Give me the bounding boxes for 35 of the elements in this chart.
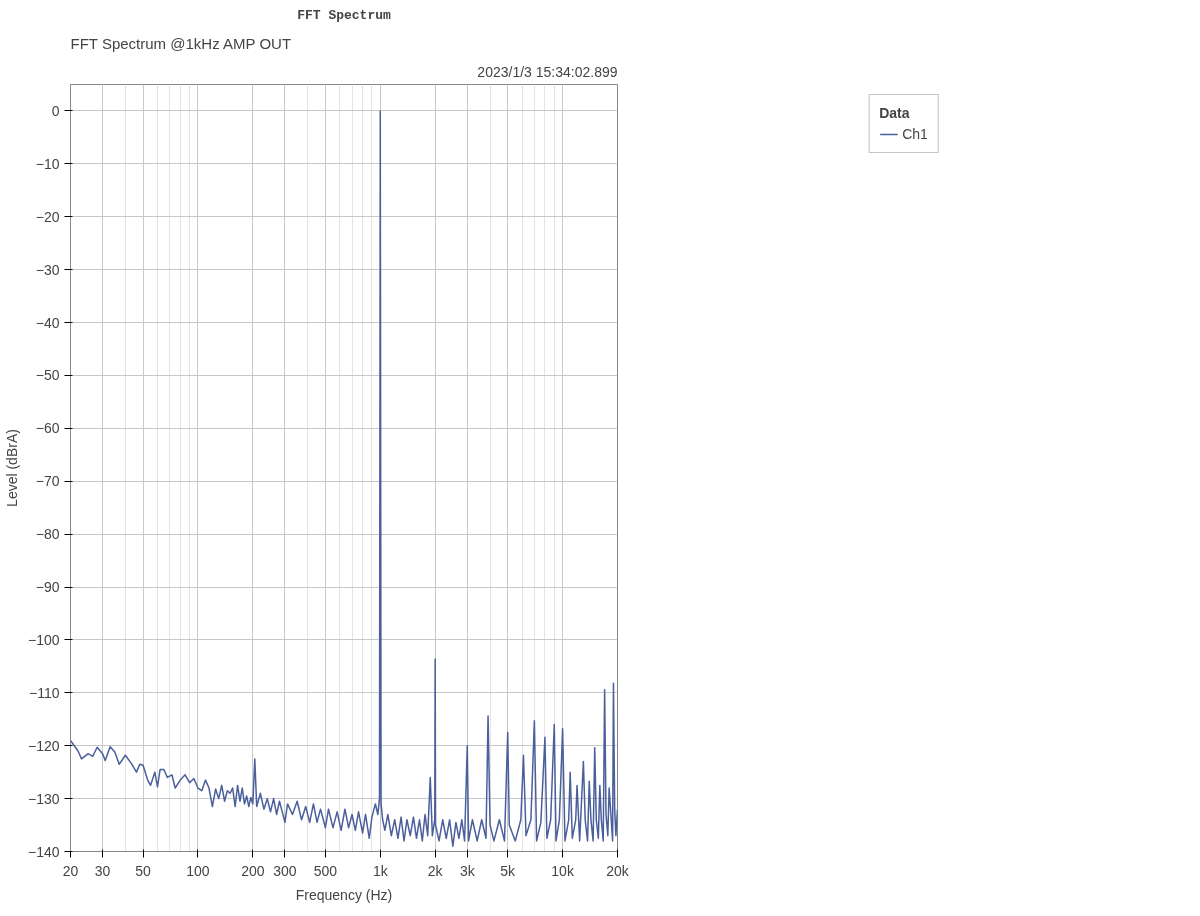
x-tick-label: 1k [372,862,389,879]
x-tick-label: 10k [551,862,575,879]
y-tick-label: −120 [27,737,60,754]
x-tick-label: 500 [313,862,338,879]
y-tick-label: −130 [27,790,60,807]
legend-title: Data [879,105,911,121]
y-tick-label: −10 [35,155,60,172]
x-tick-label: 300 [273,862,297,879]
y-tick-label: −20 [35,208,60,225]
y-tick-label: −90 [35,579,60,596]
y-tick-label: −40 [35,314,60,331]
text: 2023/1/3 15:34:02.899 [477,63,618,80]
x-tick-label: 30 [94,862,111,879]
x-tick-label: 5k [500,862,517,879]
x-axis-title: Frequency (Hz) [295,886,393,903]
x-tick-label: 100 [186,862,210,879]
y-tick-label: −60 [35,420,60,437]
y-tick-label: −140 [27,843,60,860]
chart-title: FFT Spectrum [297,7,392,23]
x-tick-label: 3k [459,862,476,879]
y-tick-label: −70 [35,473,60,490]
y-tick-label: 0 [51,102,60,119]
y-tick-label: −80 [35,526,60,543]
x-tick-label: 50 [135,862,152,879]
y-tick-label: −100 [27,631,60,648]
x-tick-label: 200 [241,862,265,879]
x-tick-label: 2k [427,862,444,879]
legend-label: Ch1 [902,126,928,142]
x-tick-label: 20 [62,862,79,879]
x-tick-label: 20k [606,862,630,879]
y-tick-label: −110 [29,684,60,701]
y-axis-title: Level (dBrA) [3,429,20,507]
chart-subtitle: FFT Spectrum @1kHz AMP OUT [70,34,292,52]
y-tick-label: −30 [35,261,60,278]
y-tick-label: −50 [35,367,60,384]
